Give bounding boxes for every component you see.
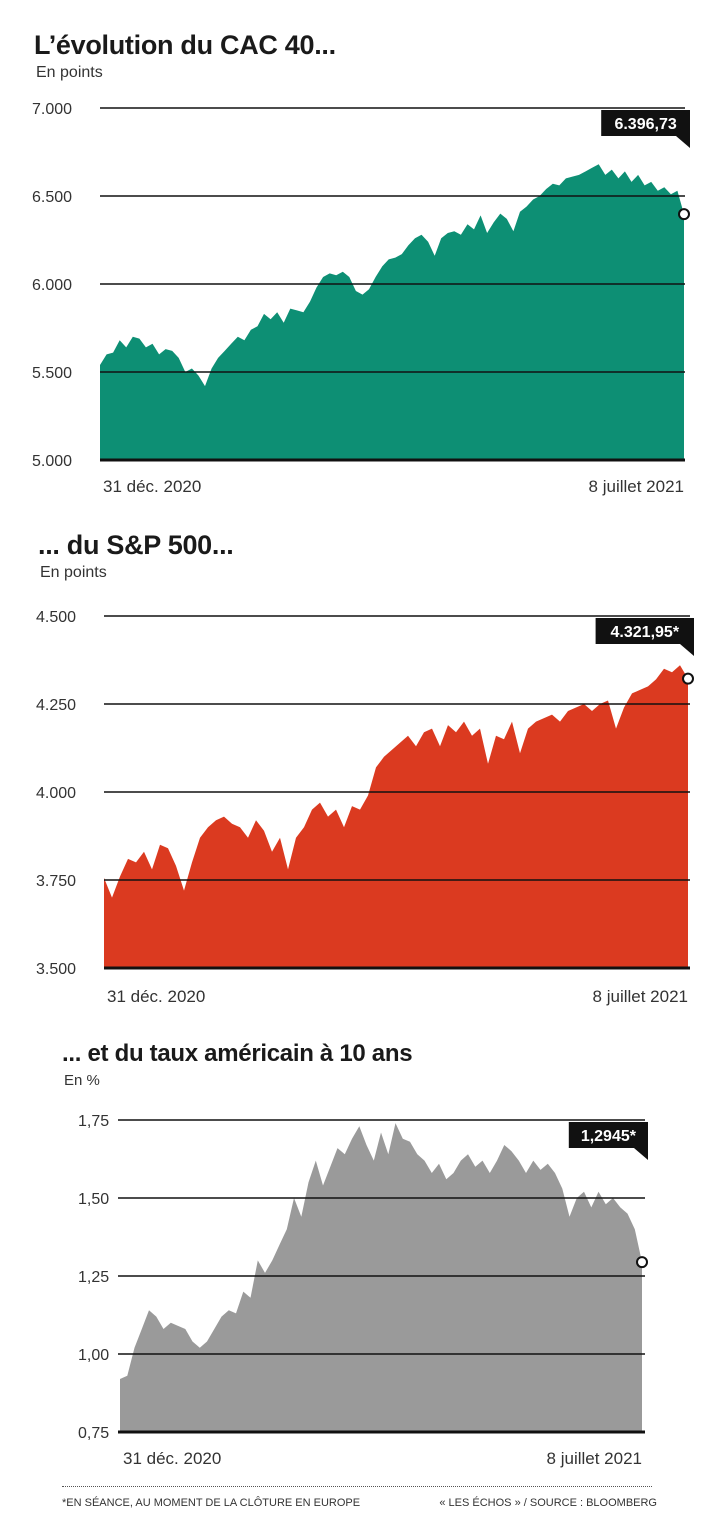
last-value-marker	[682, 672, 694, 685]
x-end-label: 8 juillet 2021	[547, 1449, 642, 1468]
y-tick-label: 1,50	[78, 1191, 109, 1208]
y-tick-label: 1,75	[78, 1113, 109, 1130]
x-end-label: 8 juillet 2021	[589, 477, 684, 496]
y-tick-label: 4.000	[36, 785, 76, 802]
last-value-label: 6.396,73	[614, 116, 676, 133]
y-tick-label: 1,00	[78, 1347, 109, 1364]
y-tick-label: 1,25	[78, 1269, 109, 1286]
y-tick-label: 5.500	[32, 365, 72, 382]
y-tick-label: 3.500	[36, 961, 76, 978]
footer-note: *EN SÉANCE, AU MOMENT DE LA CLÔTURE EN E…	[62, 1497, 361, 1509]
chart-title: ... du S&P 500...	[38, 530, 234, 560]
last-value-marker	[678, 208, 690, 221]
x-end-label: 8 juillet 2021	[593, 987, 688, 1006]
y-tick-label: 4.250	[36, 697, 76, 714]
y-tick-label: 4.500	[36, 609, 76, 626]
chart-unit: En points	[40, 564, 107, 581]
footer-source: « LES ÉCHOS » / SOURCE : BLOOMBERG	[439, 1497, 657, 1509]
last-value-callout: 6.396,73	[601, 110, 690, 148]
y-tick-label: 5.000	[32, 453, 72, 470]
y-tick-label: 6.000	[32, 277, 72, 294]
area-series	[120, 1123, 642, 1432]
chart-title: L’évolution du CAC 40...	[34, 30, 336, 60]
y-tick-label: 3.750	[36, 873, 76, 890]
y-tick-label: 0,75	[78, 1425, 109, 1442]
last-value-label: 4.321,95*	[611, 624, 680, 641]
footer-divider	[62, 1486, 652, 1487]
y-tick-label: 6.500	[32, 189, 72, 206]
chart-unit: En points	[36, 64, 103, 81]
last-value-callout: 1,2945*	[568, 1122, 648, 1160]
x-start-label: 31 déc. 2020	[123, 1449, 221, 1468]
footer: *EN SÉANCE, AU MOMENT DE LA CLÔTURE EN E…	[62, 1497, 657, 1509]
y-tick-label: 7.000	[32, 101, 72, 118]
last-value-label: 1,2945*	[581, 1128, 637, 1145]
area-series	[100, 164, 684, 461]
x-start-label: 31 déc. 2020	[107, 987, 205, 1006]
x-start-label: 31 déc. 2020	[103, 477, 201, 496]
chart-title: ... et du taux américain à 10 ans	[62, 1040, 413, 1067]
area-series	[104, 665, 688, 968]
last-value-callout: 4.321,95*	[595, 618, 694, 656]
last-value-marker	[636, 1256, 648, 1269]
chart-unit: En %	[64, 1072, 100, 1089]
